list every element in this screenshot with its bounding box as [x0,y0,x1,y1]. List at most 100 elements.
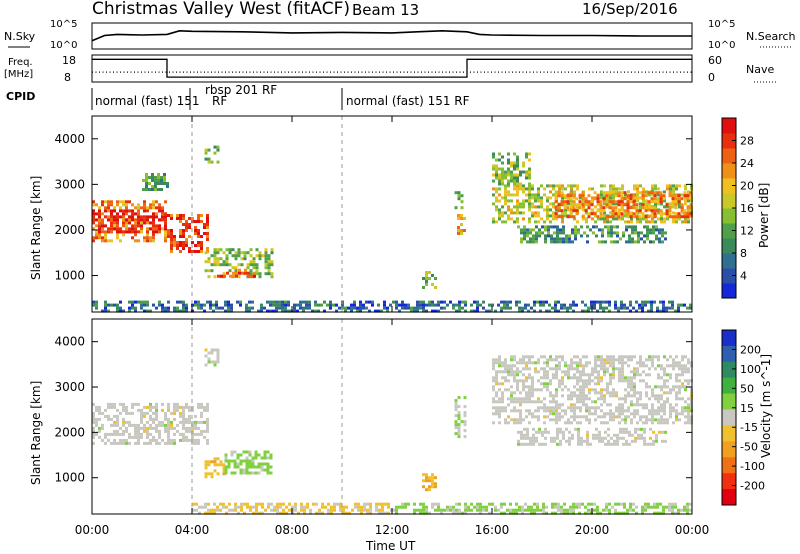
velocity_m_s-cell [521,508,524,512]
colorbar-frame [721,329,737,506]
power_dB-cell [656,200,660,204]
velocity_m_s-cell [604,436,607,440]
power_dB-cell [413,309,416,313]
velocity_m_s-cell [615,358,618,362]
power_dB-cell [278,300,281,304]
velocity_m_s-cell [582,379,585,383]
power_dB-cell [665,306,668,310]
power_dB-cell [507,205,510,209]
power_dB-cell [200,214,203,217]
velocity_m_s-cell [288,502,291,506]
power_dB-cell [671,197,675,201]
velocity_m_s-cell [149,414,152,418]
nsky-label: N.Sky [4,30,36,43]
velocity_m_s-cell [567,364,570,368]
velocity_m_s-cell [363,505,366,509]
velocity_m_s-cell [137,432,140,436]
power_dB-cell [179,220,182,223]
power_dB-cell [206,238,209,241]
power_dB-cell [152,200,155,204]
power_dB-cell [179,244,182,247]
velocity_m_s-cell [440,508,443,512]
power_dB-cell [658,228,661,232]
velocity_m_s-cell [167,408,170,412]
power_dB-cell [241,271,244,275]
power_dB-cell [98,233,101,237]
velocity_m_s-cell [248,453,252,457]
power_dB-cell [683,194,687,198]
power_dB-cell [213,254,217,258]
velocity_m_s-cell [457,432,461,436]
power_dB-cell [131,303,134,307]
velocity_m_s-cell [501,361,504,365]
velocity_m_s-cell [552,400,555,404]
power_dB-cell [434,309,437,313]
power_dB-cell [540,202,543,206]
velocity_m_s-cell [666,385,669,389]
velocity_m_s-cell [110,405,113,409]
velocity_m_s-cell [546,361,549,365]
power_dB-cell [398,303,401,307]
power_dB-cell [645,199,648,203]
power_dB-cell [501,173,504,177]
velocity_m_s-cell [616,436,619,440]
power_dB-cell [492,152,495,156]
power_dB-cell [590,200,594,204]
velocity_m_s-cell [545,511,548,515]
power_dB-cell [656,191,660,195]
velocity_m_s-cell [587,511,590,515]
power_dB-cell [482,306,485,310]
power_dB-cell [561,196,564,200]
power_dB-cell [270,260,274,264]
velocity_m_s-cell [552,412,555,416]
power_dB-cell [284,309,287,313]
velocity_m_s-cell [345,511,348,515]
velocity_m_s-cell [261,502,264,506]
power_dB-cell [637,240,640,244]
velocity_m_s-cell [621,403,624,407]
velocity_m_s-cell [224,453,228,457]
power_dB-cell [131,212,134,216]
velocity_m_s-cell [666,391,669,395]
power_dB-cell [620,194,624,198]
velocity_m_s-cell [219,508,222,512]
velocity_m_s-cell [210,472,214,476]
power_dB-cell [674,212,678,216]
velocity_m_s-cell [525,355,528,359]
power_dB-cell [401,303,404,307]
velocity_m_s-cell [206,441,209,445]
velocity_m_s-cell [630,376,633,380]
power_dB-cell [460,217,463,220]
velocity_m_s-cell [669,364,672,368]
velocity_m_s-cell [598,436,601,440]
velocity_m_s-cell [540,400,543,404]
velocity_m_s-cell [219,502,222,506]
velocity_m_s-cell [523,436,526,440]
power_dB-cell [528,217,531,221]
velocity_m_s-cell [463,435,467,439]
power_dB-cell [641,303,644,307]
velocity_m_s-cell [657,376,660,380]
power_dB-cell [146,209,149,213]
velocity_m_s-cell [594,412,597,416]
velocity_m_s-cell [567,388,570,392]
velocity_m_s-cell [594,388,597,392]
velocity_m_s-cell [182,414,185,418]
power_dB-cell [606,217,609,221]
velocity_m_s-cell [240,502,243,506]
power_dB-cell [639,184,642,188]
power_dB-cell [98,212,101,216]
power_dB-cell [173,309,176,313]
power_dB-cell [495,158,498,162]
velocity_m_s-cell [227,459,231,463]
power_dB-cell [176,214,179,217]
power_dB-cell [491,303,494,307]
velocity_m_s-cell [678,373,681,377]
velocity_m_s-cell [525,364,528,368]
power_dB-cell [522,184,525,188]
power_dB-cell [131,209,134,213]
velocity_m_s-cell [509,511,512,515]
velocity_m_s-cell [606,388,609,392]
power_dB-cell [529,240,532,244]
